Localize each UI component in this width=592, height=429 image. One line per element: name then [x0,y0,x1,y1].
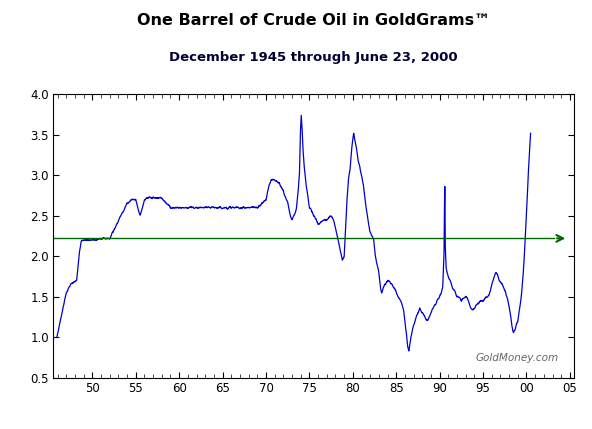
Text: GoldMoney.com: GoldMoney.com [475,353,559,363]
Text: December 1945 through June 23, 2000: December 1945 through June 23, 2000 [169,51,458,64]
Text: One Barrel of Crude Oil in GoldGrams™: One Barrel of Crude Oil in GoldGrams™ [137,13,490,28]
